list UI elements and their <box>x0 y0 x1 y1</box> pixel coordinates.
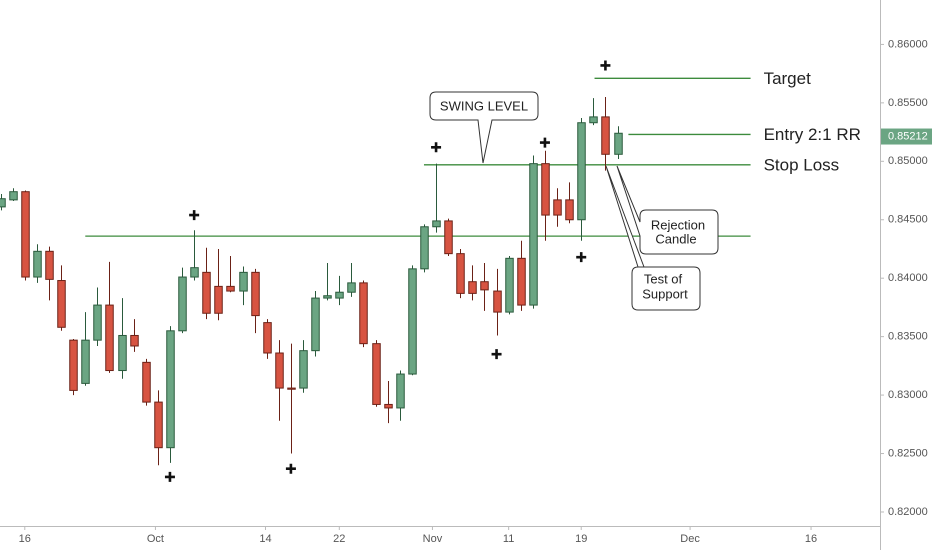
candle-body <box>480 281 489 291</box>
level-label: Target <box>764 69 812 88</box>
candle-body <box>202 271 211 314</box>
candle-body <box>601 116 610 155</box>
x-tick-label: Oct <box>147 533 164 545</box>
candle-body <box>9 191 18 201</box>
y-tick-label: 0.85500 <box>888 97 928 109</box>
candle-body <box>372 343 381 405</box>
candle-body <box>384 403 393 409</box>
y-tick-label: 0.83500 <box>888 331 928 343</box>
candle-body <box>275 352 284 389</box>
candle-body <box>577 122 586 221</box>
candle-body <box>154 401 163 449</box>
y-tick-label: 0.86000 <box>888 38 928 50</box>
candle-body <box>287 387 296 390</box>
y-tick-label: 0.84500 <box>888 214 928 226</box>
candle-body <box>456 253 465 294</box>
candle-body <box>432 220 441 228</box>
candle-body <box>142 361 151 403</box>
x-tick-label: 14 <box>259 533 271 545</box>
x-tick-label: 16 <box>805 533 817 545</box>
candle-body <box>468 281 477 294</box>
candle-body <box>69 339 78 391</box>
candle-body <box>190 267 199 278</box>
candle-body <box>81 339 90 384</box>
y-tick-label: 0.83000 <box>888 389 928 401</box>
x-tick-label: 11 <box>503 533 514 545</box>
callout-text: Support <box>642 286 688 301</box>
candle-body <box>299 350 308 389</box>
y-tick-label: 0.82000 <box>888 506 928 518</box>
candle-body <box>505 257 514 313</box>
callout-box <box>429 91 539 164</box>
candle-body <box>396 373 405 409</box>
candle-body <box>21 191 30 278</box>
candle-body <box>335 291 344 299</box>
candle-body <box>420 226 429 270</box>
x-tick-label: 19 <box>575 533 587 545</box>
candle-body <box>166 330 175 449</box>
candle-body <box>323 295 332 299</box>
candle-body <box>239 271 248 292</box>
x-tick-label: Dec <box>680 533 700 545</box>
callout-box <box>616 165 719 255</box>
x-tick-label: Nov <box>423 533 443 545</box>
callout-text: SWING LEVEL <box>440 98 528 113</box>
x-tick-label: 22 <box>333 533 345 545</box>
candle-body <box>93 304 102 341</box>
candle-body <box>517 257 526 306</box>
candle-body <box>226 285 235 292</box>
candle-body <box>408 268 417 375</box>
candle-body <box>57 280 66 328</box>
candle-body <box>311 297 320 352</box>
candle-body <box>263 322 272 354</box>
candle-body <box>118 334 127 372</box>
callout-box <box>605 165 701 311</box>
candle-body <box>565 199 574 221</box>
candle-body <box>105 304 114 372</box>
plus-marker <box>189 210 200 221</box>
plus-marker <box>576 252 587 263</box>
last-price-box <box>881 128 932 145</box>
candle-body <box>0 198 6 208</box>
plus-marker <box>164 471 175 482</box>
y-tick-label: 0.82500 <box>888 447 928 459</box>
callout-text: Candle <box>655 231 696 246</box>
candle-body <box>589 116 598 124</box>
candle-body <box>444 220 453 255</box>
y-tick-label: 0.85000 <box>888 155 928 167</box>
candle-body <box>178 276 187 332</box>
callout-text: Rejection <box>651 217 705 232</box>
candle-body <box>553 199 562 216</box>
level-label: Entry 2:1 RR <box>764 125 861 144</box>
candle-body <box>251 271 260 317</box>
plus-marker <box>285 463 296 474</box>
plus-marker <box>431 142 442 153</box>
candle-body <box>493 290 502 313</box>
plus-marker <box>539 137 550 148</box>
candle-body <box>33 250 42 278</box>
candle-body <box>359 282 368 345</box>
candle-body <box>541 163 550 216</box>
y-tick-label: 0.84000 <box>888 272 928 284</box>
last-price-label: 0.85212 <box>888 130 928 142</box>
candle-body <box>347 282 356 293</box>
candle-body <box>529 163 538 306</box>
level-label: Stop Loss <box>764 155 840 174</box>
x-tick-label: 16 <box>19 533 31 545</box>
candle-body <box>214 285 223 314</box>
candle-body <box>45 250 54 280</box>
plus-marker <box>600 60 611 71</box>
plus-marker <box>491 349 502 360</box>
callout-text: Test of <box>644 271 683 286</box>
candle-body <box>614 132 623 155</box>
candle-body <box>130 334 139 347</box>
